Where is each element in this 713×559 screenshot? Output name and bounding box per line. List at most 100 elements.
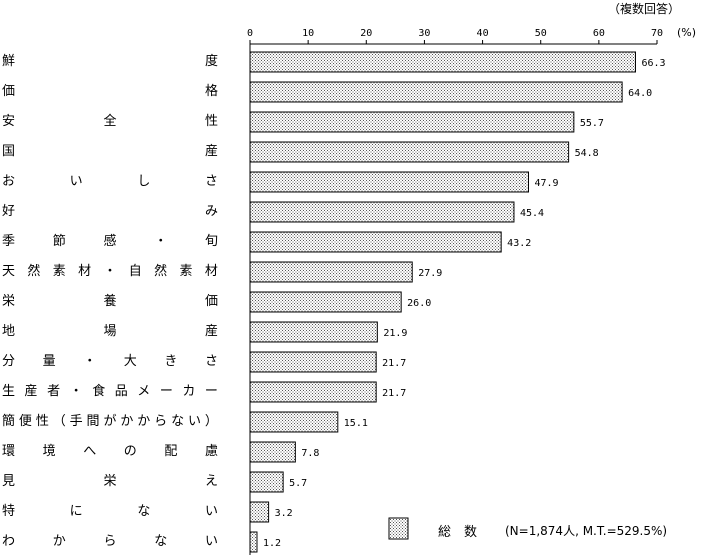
category-label-char: 自 — [128, 264, 142, 279]
category-label-char: （ — [52, 414, 66, 429]
category-label: 生産者・食品メーカー — [2, 384, 218, 400]
bar-value-label: 21.9 — [383, 328, 407, 339]
bar — [249, 441, 296, 463]
category-label-char: 価 — [2, 84, 16, 99]
category-label-char: 栄 — [103, 474, 117, 489]
category-label-char: 品 — [114, 384, 128, 399]
category-label-char: き — [164, 354, 178, 369]
x-tick-label: 40 — [477, 28, 489, 39]
category-label-char: 産 — [204, 324, 218, 339]
category-label-char: か — [52, 534, 66, 549]
category-label-char: の — [123, 444, 137, 459]
bar-value-label: 7.8 — [301, 448, 319, 459]
category-label-char: な — [171, 414, 185, 429]
category-label-char: ら — [103, 534, 117, 549]
category-label-char: ） — [204, 414, 218, 429]
category-label-char: さ — [204, 174, 218, 189]
category-label-char: 安 — [2, 114, 16, 129]
category-label: 鮮度 — [2, 54, 218, 70]
bar — [249, 231, 502, 253]
bar-value-label: 27.9 — [418, 268, 442, 279]
category-label-char: 季 — [2, 234, 16, 249]
x-axis-unit: (%) — [677, 26, 696, 39]
bar-value-label: 26.0 — [407, 298, 431, 309]
bar-value-label: 55.7 — [580, 118, 604, 129]
category-label-char: い — [69, 174, 83, 189]
category-label-char: 栄 — [2, 294, 16, 309]
bar — [249, 81, 623, 103]
category-label-char: ら — [154, 414, 168, 429]
category-label-char: 食 — [92, 384, 106, 399]
bar — [249, 501, 270, 523]
x-tick-label: 0 — [247, 28, 253, 39]
x-tick-label: 50 — [535, 28, 547, 39]
category-label-char: 生 — [2, 384, 16, 399]
category-label-char: 慮 — [204, 444, 218, 459]
category-label-char: 天 — [2, 264, 16, 279]
bar — [249, 351, 377, 373]
category-label-char: 特 — [2, 504, 16, 519]
category-label-char: 国 — [2, 144, 16, 159]
category-label-char: 格 — [204, 84, 218, 99]
category-label-char: 簡 — [2, 414, 16, 429]
x-tick-label: 30 — [418, 28, 430, 39]
legend-series-label: 総 数 — [438, 525, 478, 540]
category-label-char: 量 — [42, 354, 56, 369]
bar — [249, 411, 339, 433]
bar — [249, 321, 378, 343]
category-label-char: カ — [182, 384, 196, 399]
x-tick-label: 70 — [651, 28, 663, 39]
bar — [249, 141, 570, 163]
category-label-char: 全 — [103, 114, 117, 129]
category-label-char: ・ — [154, 234, 168, 249]
category-label: 地場産 — [2, 324, 218, 340]
bar — [249, 381, 377, 403]
bar-value-label: 66.3 — [641, 58, 665, 69]
category-label: 価格 — [2, 84, 218, 100]
x-tick-label: 10 — [302, 28, 314, 39]
category-label: 見栄え — [2, 474, 218, 490]
category-label-char: 旬 — [204, 234, 218, 249]
category-label-char: ー — [204, 384, 218, 399]
category-label: 天然素材・自然素材 — [2, 264, 218, 280]
category-label-char: が — [103, 414, 117, 429]
category-label-char: 配 — [164, 444, 178, 459]
category-label-char: ー — [159, 384, 173, 399]
category-label-char: 材 — [78, 264, 92, 279]
bar — [249, 291, 402, 313]
category-label: 分 量 ・ 大 き さ — [2, 354, 218, 370]
category-label-char: 価 — [204, 294, 218, 309]
category-label: 安全性 — [2, 114, 218, 130]
bar — [249, 261, 413, 283]
category-label: 季 節 感 ・ 旬 — [2, 234, 218, 250]
category-label-char: え — [204, 474, 218, 489]
category-label-char: 材 — [204, 264, 218, 279]
category-label-char: 度 — [204, 54, 218, 69]
category-label-char: 大 — [123, 354, 137, 369]
bar-value-label: 47.9 — [535, 178, 559, 189]
category-label-char: 鮮 — [2, 54, 16, 69]
category-label-char: し — [137, 174, 151, 189]
category-label-char: み — [204, 204, 218, 219]
category-label-char: 養 — [103, 294, 117, 309]
category-label-char: な — [137, 504, 151, 519]
category-label-char: 産 — [24, 384, 38, 399]
bar-value-label: 54.8 — [575, 148, 599, 159]
category-label: 好み — [2, 204, 218, 220]
bar — [249, 171, 530, 193]
category-label-char: 地 — [2, 324, 16, 339]
bar — [249, 471, 284, 493]
bar — [249, 111, 575, 133]
bar — [249, 531, 258, 553]
bar-value-label: 3.2 — [275, 508, 293, 519]
x-tick-label: 20 — [360, 28, 372, 39]
bar-value-label: 45.4 — [520, 208, 544, 219]
category-label-char: ・ — [69, 384, 83, 399]
category-label-char: 環 — [2, 444, 16, 459]
x-tick-label: 60 — [593, 28, 605, 39]
category-label-char: お — [2, 174, 16, 189]
category-label: わからない — [2, 534, 218, 550]
category-label: 栄養価 — [2, 294, 218, 310]
category-label-char: 素 — [52, 264, 66, 279]
category-label: 特にない — [2, 504, 218, 520]
